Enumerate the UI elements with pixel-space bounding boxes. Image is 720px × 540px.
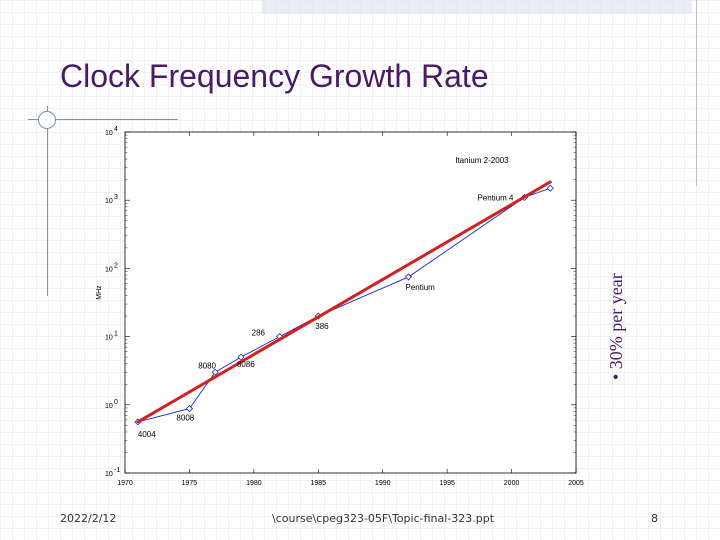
y-tick-label: 10 [105, 198, 113, 205]
right-decoration-line [696, 0, 697, 186]
x-tick-label: 1995 [439, 480, 455, 487]
x-tick-label: 1970 [117, 480, 133, 487]
slide-title: Clock Frequency Growth Rate [60, 58, 489, 94]
x-tick-label: 1975 [182, 480, 198, 487]
y-tick-label: 10 [105, 266, 113, 273]
bullet-annotation: • 30% per year [606, 273, 626, 380]
y-tick-exponent: 3 [114, 194, 118, 201]
footer-file-path: \course\cpeg323-05F\Topic-final-323.ppt [272, 512, 495, 525]
header-decoration [262, 0, 692, 14]
y-tick-label: 10 [105, 130, 113, 137]
y-tick-label: 10 [105, 335, 113, 342]
y-tick-label: 10 [105, 403, 113, 410]
chart-annotation: 8008 [176, 414, 194, 423]
y-tick-label: 10 [105, 471, 113, 478]
x-tick-label: 1980 [246, 480, 262, 487]
x-tick-label: 1985 [310, 480, 326, 487]
clock-frequency-chart: 1970 1975 1980 1985 1990 1995 2000 200510-11001… [96, 126, 584, 487]
data-point-marker [546, 184, 554, 192]
data-point-marker [185, 405, 193, 413]
footer-date: 2022/2/12 [60, 512, 117, 525]
y-tick-exponent: -1 [114, 467, 120, 474]
chart-annotation: Pentium [405, 283, 435, 292]
chart-annotation: Itanium 2-2003 [455, 156, 509, 165]
y-axis-label: MHz [96, 285, 103, 300]
chart-annotation: 386 [315, 322, 329, 331]
y-tick-exponent: 2 [114, 262, 118, 269]
chart-annotation: 8086 [237, 360, 255, 369]
x-tick-label: 1990 [375, 480, 391, 487]
chart-annotation: 4004 [138, 430, 156, 439]
page-number: 8 [651, 512, 658, 525]
x-tick-label: 2000 [504, 480, 520, 487]
data-point-marker [404, 273, 413, 281]
decoration-circle [38, 111, 56, 129]
chart-annotation: 286 [252, 329, 266, 338]
chart-annotation: 8080 [198, 361, 216, 370]
chart-annotation: Pentium 4 [477, 193, 514, 202]
y-tick-exponent: 4 [114, 126, 118, 133]
decoration-vertical-line [47, 106, 48, 296]
trend-line-30-percent [136, 180, 552, 424]
data-point-marker [237, 353, 245, 361]
x-tick-label: 2005 [568, 480, 584, 487]
decoration-horizontal-line [28, 119, 178, 120]
y-tick-exponent: 0 [114, 399, 118, 406]
y-tick-exponent: 1 [114, 331, 118, 338]
